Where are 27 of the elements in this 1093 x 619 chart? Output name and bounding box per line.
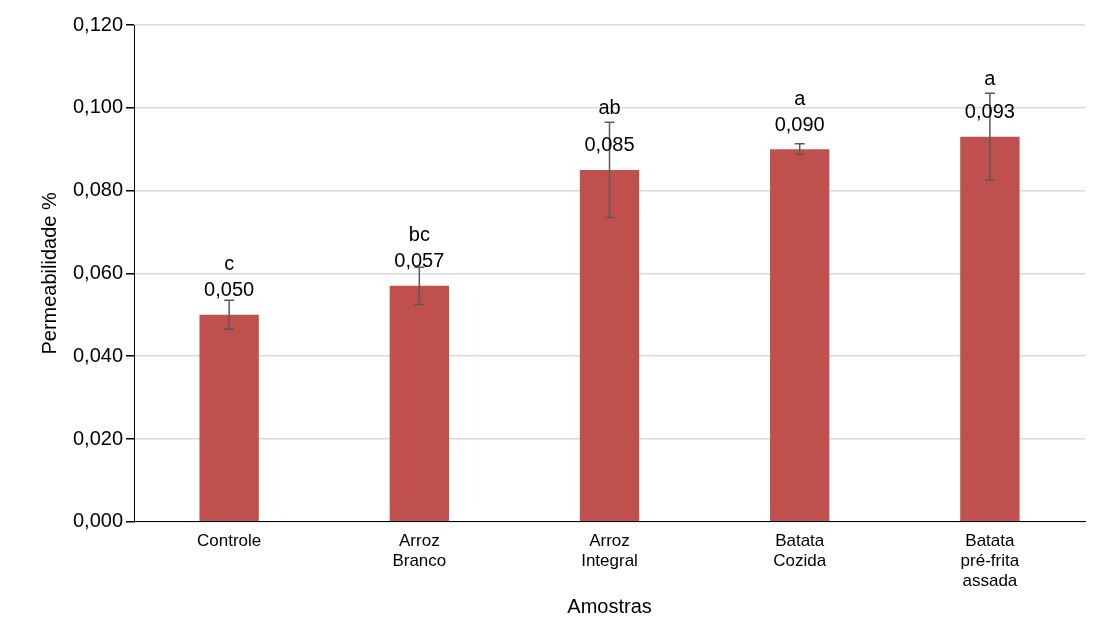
y-tick-label: 0,080 (72, 178, 124, 201)
bar (199, 314, 259, 522)
x-tick-label: Arroz Branco (392, 530, 447, 571)
annotation: bc (408, 223, 430, 246)
annotation: c (224, 252, 235, 275)
x-axis-title: Amostras (567, 594, 652, 617)
y-tick-label: 0,020 (72, 426, 124, 449)
data-label: 0,050 (204, 278, 255, 301)
data-label: 0,090 (774, 112, 825, 135)
bar (579, 169, 640, 522)
y-tick-label: 0,040 (72, 343, 124, 366)
bar (770, 149, 830, 522)
annotation: a (984, 66, 997, 89)
annotation: ab (598, 95, 621, 118)
y-axis-title: Permeabilidade % (37, 192, 60, 355)
x-tick-label: Arroz Integral (581, 530, 638, 571)
x-tick-label: Controle (197, 530, 262, 550)
y-tick-label: 0,060 (72, 260, 124, 283)
x-tick-label: Batata pré-frita assada (960, 530, 1020, 591)
annotation: a (794, 86, 807, 109)
bar (389, 285, 449, 522)
y-tick-label: 0,120 (72, 12, 124, 35)
x-tick-label: Batata Cozida (773, 530, 827, 571)
y-tick-label: 0,100 (72, 95, 124, 118)
y-tick-label: 0,000 (72, 509, 124, 532)
data-label: 0,057 (394, 249, 445, 272)
bar (960, 136, 1020, 522)
